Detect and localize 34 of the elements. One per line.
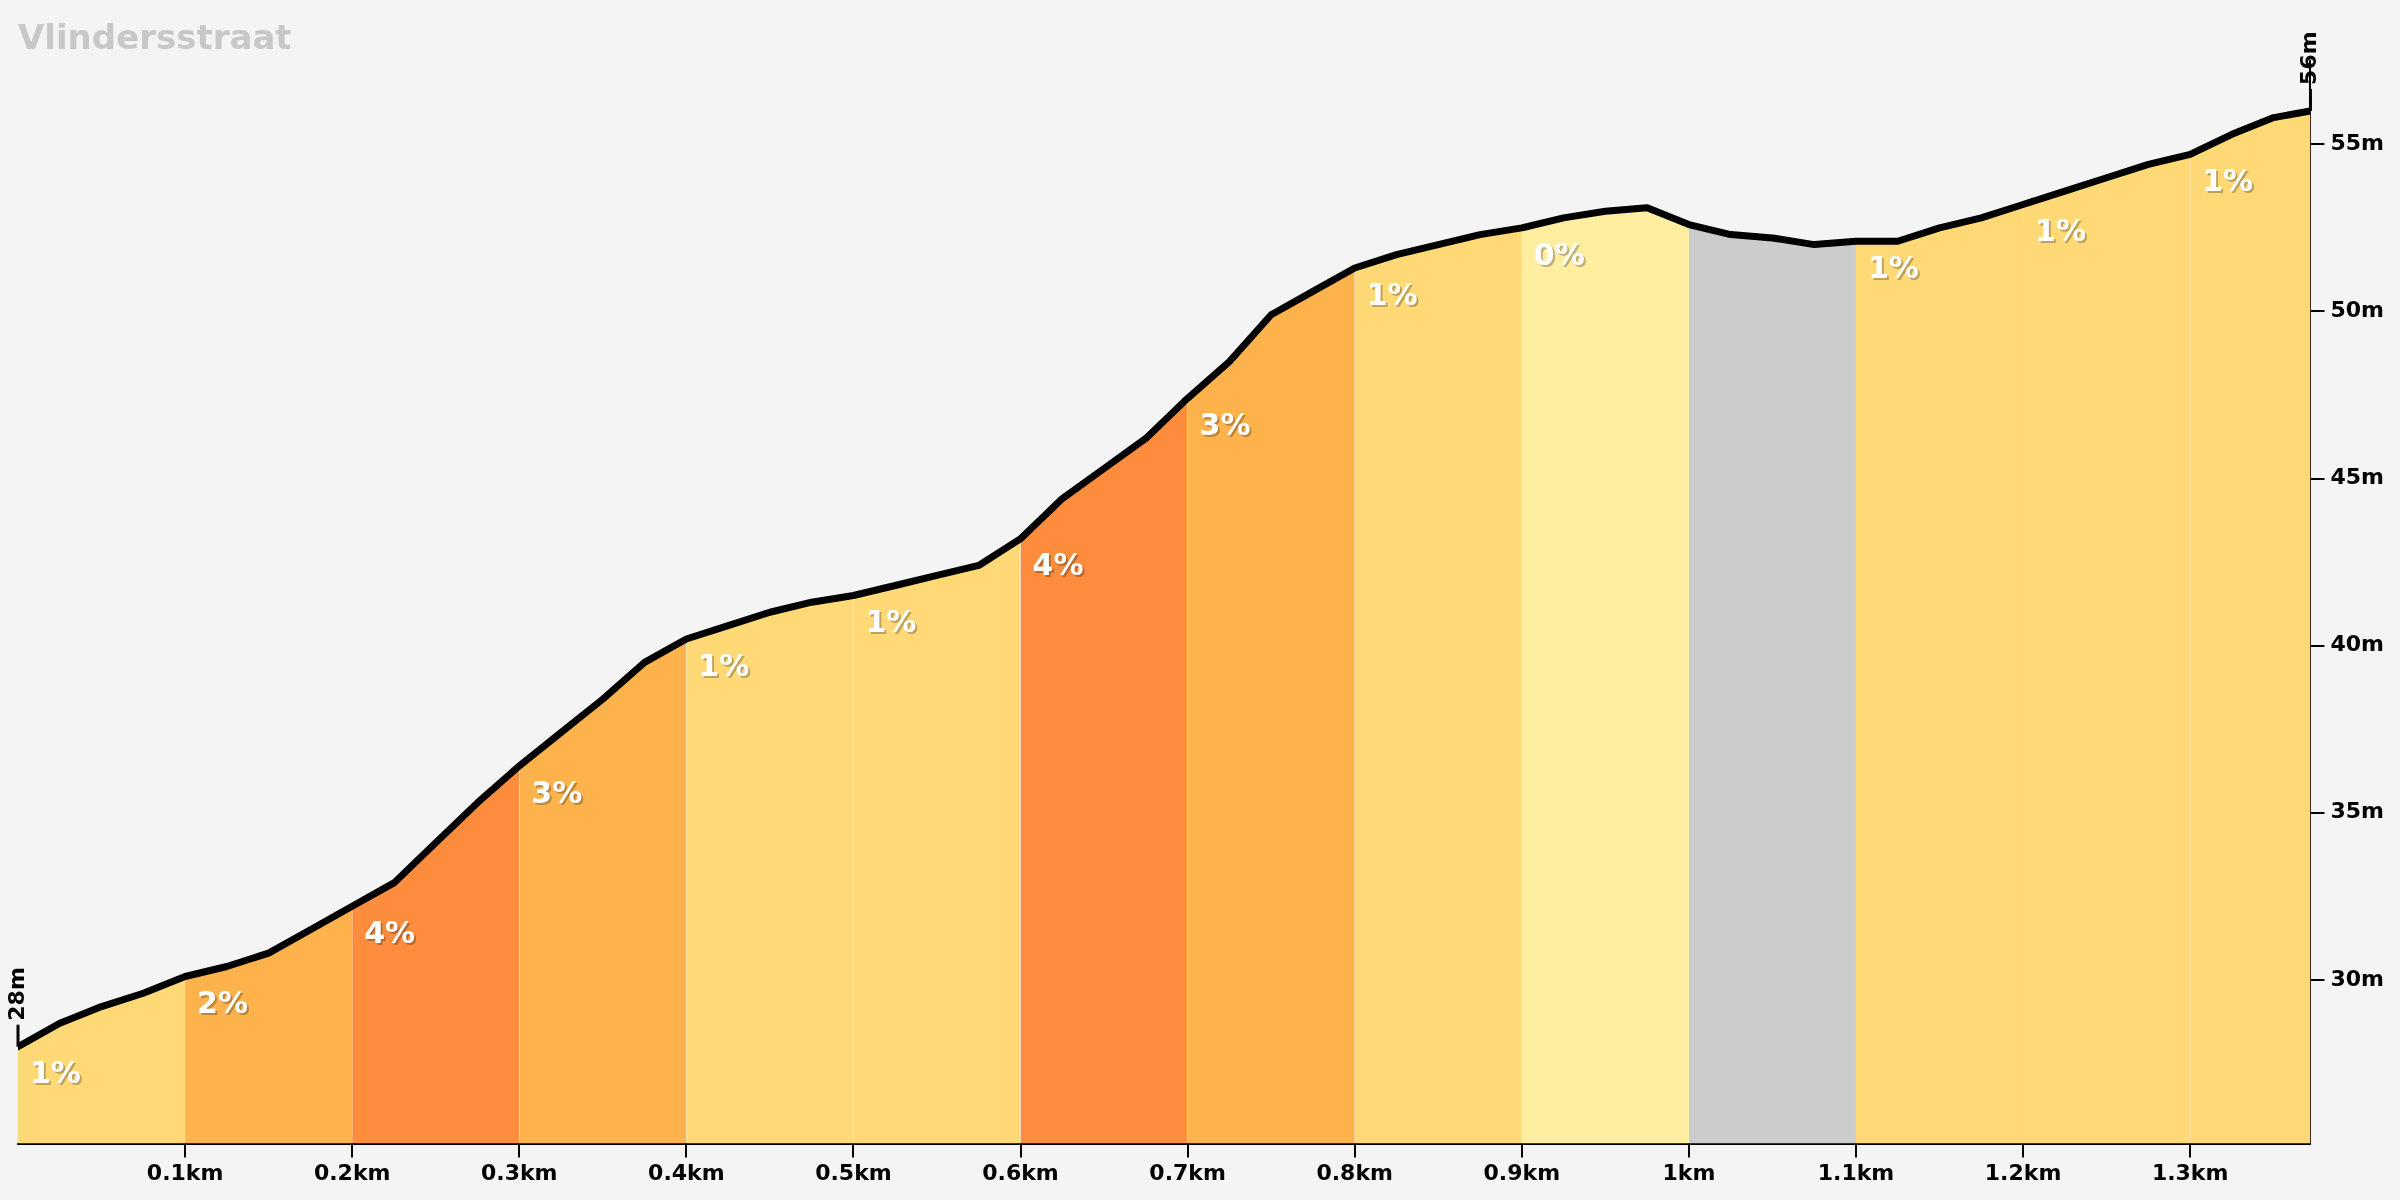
series-label: 0% (1533, 236, 1585, 272)
x-tick-label: 1km (1662, 1159, 1716, 1185)
y-tick-label: 30m (2330, 965, 2385, 991)
series-label: 4% (1032, 547, 1084, 583)
x-tick-label: 0.9km (1483, 1159, 1561, 1185)
y-tick-label: 40m (2330, 631, 2385, 657)
x-tick-label: 1.2km (1984, 1159, 2062, 1185)
x-tick-label: 1.3km (2151, 1159, 2229, 1185)
x-tick-label: 0.4km (648, 1159, 725, 1185)
y-tick-label: 35m (2330, 798, 2385, 824)
series-label: 1% (2202, 163, 2254, 199)
x-tick-label: 0.1km (146, 1159, 224, 1185)
y-tick-label: 45m (2330, 464, 2385, 490)
x-tick-label: 0.3km (481, 1159, 558, 1185)
x-tick-label: 0.5km (815, 1159, 892, 1185)
x-tick-label: 1.1km (1817, 1159, 1895, 1185)
series-label: 3% (1199, 407, 1251, 443)
series-label: 3% (531, 774, 583, 810)
x-tick-label: 0.6km (982, 1159, 1059, 1185)
y-tick-label: 55m (2330, 130, 2385, 156)
series-label: 1% (1867, 250, 1919, 286)
series-label: 4% (364, 915, 416, 951)
series-label: 1% (1366, 276, 1418, 312)
series-label: 1% (698, 647, 750, 683)
y-tick-label: 50m (2330, 297, 2385, 323)
x-tick-label: 0.7km (1149, 1159, 1226, 1185)
series-label: 1% (30, 1055, 81, 1091)
series-label: 1% (865, 604, 917, 640)
x-tick-label: 0.8km (1316, 1159, 1393, 1185)
x-tick-label: 0.2km (313, 1159, 391, 1185)
annotation: 28m (3, 967, 29, 1021)
series-label: 2% (197, 985, 249, 1021)
series-label: 1% (2035, 213, 2087, 249)
annotation: 56m (2296, 31, 2322, 85)
